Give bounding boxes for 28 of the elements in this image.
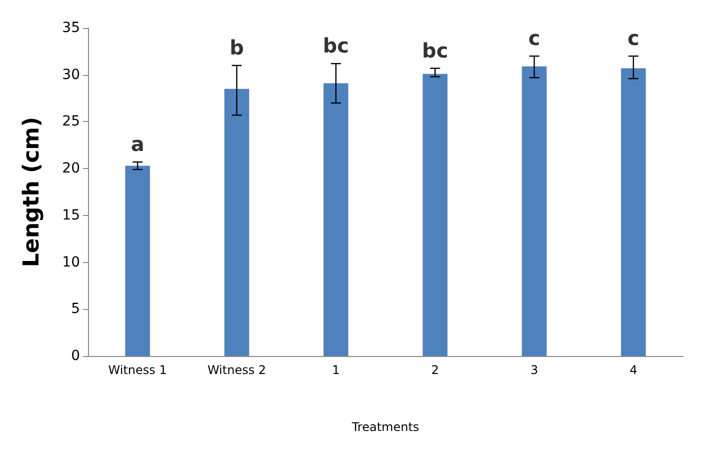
y-axis-title: Length (cm) [20, 116, 44, 268]
y-tick-label: 0 [71, 348, 80, 364]
annotation: bc [422, 38, 448, 62]
annotation: b [230, 35, 244, 60]
y-tick-label: 30 [62, 66, 80, 83]
x-axis-title: Treatments [350, 420, 420, 434]
annotation: c [528, 26, 540, 50]
bar [224, 88, 250, 356]
y-tick-label: 5 [71, 301, 80, 318]
bar [422, 74, 448, 356]
y-tick-label: 20 [62, 160, 80, 177]
annotation: a [130, 132, 144, 156]
x-tick-label: 4 [630, 363, 638, 377]
bar [621, 68, 646, 356]
x-tick-label: 1 [332, 363, 340, 377]
x-tick-label: 2 [431, 363, 439, 377]
bar [324, 83, 348, 356]
y-tick-label: 35 [62, 20, 80, 36]
x-tick-label: 3 [530, 363, 538, 377]
annotation: c [627, 26, 640, 50]
x-tick-label: Witness 2 [207, 363, 266, 377]
bar [522, 66, 547, 356]
annotation: bc [322, 34, 350, 58]
bar [125, 166, 150, 356]
y-tick-label: 25 [62, 114, 80, 130]
y-tick-label: 15 [62, 207, 80, 224]
y-tick-label: 10 [62, 254, 80, 270]
x-tick-label: Witness 1 [108, 363, 167, 377]
